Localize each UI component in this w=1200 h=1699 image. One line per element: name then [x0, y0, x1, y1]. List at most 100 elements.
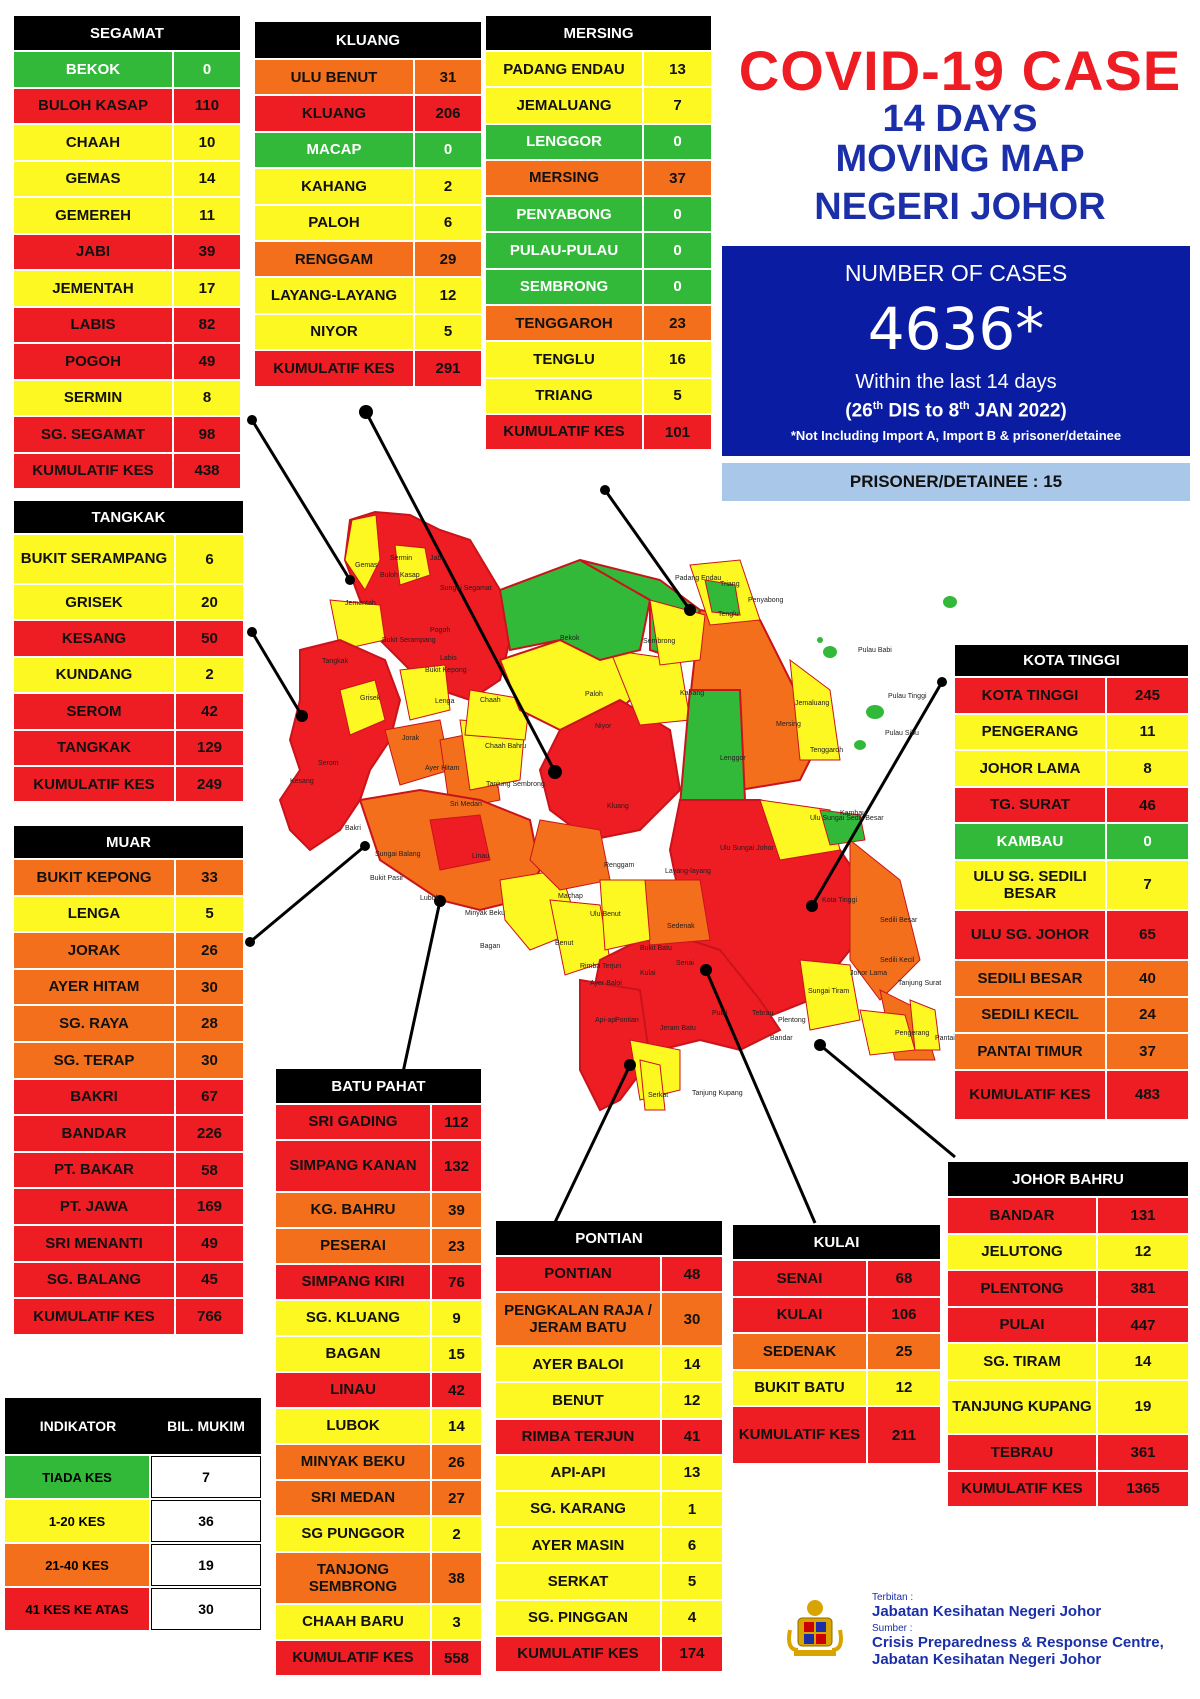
mukim-cases: 41 — [683, 1428, 701, 1446]
table-mersing: MERSING PADANG ENDAU 13 JEMALUANG 7 LENGGOR 0 M… — [486, 16, 711, 450]
map-regions — [278, 510, 941, 1112]
mukim-cases: 65 — [1139, 926, 1156, 944]
period-sup2: th — [959, 400, 970, 412]
legend-col1: INDIKATOR — [39, 1418, 117, 1434]
mukim-cases: 0 — [673, 242, 682, 260]
mukim-name: TANJUNG KUPANG — [948, 1380, 1098, 1433]
mukim-cases: 76 — [448, 1273, 465, 1291]
table-row: BANDAR 131 — [948, 1196, 1188, 1233]
mukim-cases: 101 — [664, 423, 691, 441]
table-row: SEMBRONG 0 — [486, 267, 711, 305]
mukim-cases: 28 — [201, 1015, 218, 1033]
mukim-cases: 1 — [687, 1500, 697, 1518]
table-row: TANJONG SEMBRONG 38 — [276, 1551, 481, 1603]
mukim-cases: 132 — [443, 1157, 470, 1175]
table-row: SG. TIRAM 14 — [948, 1342, 1188, 1379]
mukim-cases: 27 — [448, 1489, 465, 1507]
table-row: PALOH 6 — [255, 203, 481, 240]
mukim-name: KUMULATIF KES — [496, 1636, 662, 1671]
mukim-cases: 14 — [1134, 1353, 1152, 1371]
map-place-label: Chaah — [480, 697, 501, 704]
district-header: KLUANG — [255, 22, 481, 58]
mukim-name: SRI GADING — [276, 1105, 432, 1139]
mukim-name: JOHOR LAMA — [955, 751, 1107, 786]
map-place-label: Buloh Kasap — [380, 572, 420, 579]
table-row: SG. RAYA 28 — [14, 1004, 243, 1041]
subtitle-moving-map: MOVING MAP — [835, 138, 1085, 180]
mukim-name: SRI MEDAN — [276, 1481, 432, 1515]
mukim-name: TRIANG — [486, 378, 644, 413]
table-row: JABI 39 — [14, 232, 240, 269]
footer-sumber-label: Sumber : — [872, 1623, 913, 1634]
mukim-name: SG PUNGGOR — [276, 1517, 432, 1551]
mukim-cases: 7 — [673, 96, 682, 114]
table-row: KUMULATIF KES 291 — [255, 349, 481, 386]
mukim-cases: 112 — [444, 1113, 469, 1131]
mukim-cases: 5 — [443, 323, 453, 341]
mukim-name: SG. RAYA — [14, 1006, 176, 1041]
table-row: PENGERANG 11 — [955, 712, 1188, 750]
map-place-label: Bukit Serampang — [382, 637, 436, 644]
mukim-cases: 39 — [198, 243, 216, 261]
map-place-label: Tanjung Surat — [898, 980, 941, 987]
mukim-name: PONTIAN — [496, 1257, 662, 1292]
map-place-label: Mersing — [776, 721, 801, 728]
map-place-label: Api-api — [595, 1017, 617, 1024]
legend-row: 1-20 KES 36 — [5, 1498, 261, 1542]
map-place-label: Pengerang — [895, 1030, 929, 1037]
map-place-label: Sedili Kecil — [880, 957, 915, 964]
mukim-name: KAMBAU — [955, 824, 1107, 859]
mukim-name: PENGERANG — [955, 714, 1107, 750]
map-place-label: Bakri — [345, 825, 361, 832]
table-row: KAHANG 2 — [255, 167, 481, 204]
table-row: KESANG 50 — [14, 619, 243, 656]
table-row: MINYAK BEKU 26 — [276, 1443, 481, 1479]
table-row: LENGA 5 — [14, 894, 243, 932]
mukim-cases: 0 — [443, 141, 453, 159]
mukim-name: LENGA — [14, 896, 176, 932]
mukim-name: TG. SURAT — [955, 787, 1107, 823]
mukim-cases: 42 — [448, 1381, 465, 1399]
table-row: BUKIT KEPONG 33 — [14, 858, 243, 895]
mukim-cases: 38 — [448, 1569, 465, 1587]
map-region — [429, 814, 491, 871]
table-row: SG PUNGGOR 2 — [276, 1515, 481, 1551]
mukim-name: BUKIT KEPONG — [14, 860, 176, 895]
mukim-name: PLENTONG — [948, 1271, 1098, 1306]
map-place-label: Jemaluang — [795, 700, 829, 707]
footer-terbitan-label: Terbitan : — [872, 1592, 914, 1603]
footer-sumber2: Jabatan Kesihatan Negeri Johor — [872, 1651, 1102, 1668]
district-header: MUAR — [14, 826, 243, 858]
table-row: ULU BENUT 31 — [255, 58, 481, 95]
mukim-cases: 25 — [895, 1342, 913, 1360]
mukim-name: SIMPANG KANAN — [276, 1141, 432, 1191]
mukim-name: KUMULATIF KES — [14, 453, 174, 488]
map-region — [399, 664, 451, 721]
map-place-label: Serom — [318, 760, 339, 767]
mukim-cases: 13 — [669, 60, 686, 78]
mukim-name: JEMALUANG — [486, 88, 644, 123]
map-place-label: Rimba Terjun — [580, 963, 621, 970]
map-place-label: Pulai — [712, 1010, 728, 1017]
map-region — [344, 514, 381, 591]
table-row: SIMPANG KIRI 76 — [276, 1263, 481, 1299]
map-place-label: Sungai Balang — [375, 851, 421, 858]
table-row: JEMALUANG 7 — [486, 86, 711, 123]
mukim-name: KUMULATIF KES — [14, 766, 176, 802]
mukim-name: LAYANG-LAYANG — [255, 278, 415, 313]
mukim-cases: 0 — [673, 278, 682, 296]
table-row: MERSING 37 — [486, 158, 711, 196]
table-kulai: KULAI SENAI 68 KULAI 106 SEDENAK 25 BUKIT BATU 1… — [733, 1225, 940, 1463]
mukim-name: AYER BALOI — [496, 1347, 662, 1382]
map-place-label: Tebrau — [752, 1010, 774, 1017]
mukim-cases: 206 — [435, 105, 461, 123]
table-row: GRISEK 20 — [14, 583, 243, 620]
table-row: RENGGAM 29 — [255, 239, 481, 277]
table-row: KUMULATIF KES 211 — [733, 1405, 940, 1463]
mukim-cases: 131 — [1130, 1206, 1156, 1224]
mukim-cases: 24 — [1139, 1006, 1156, 1024]
summary-within: Within the last 14 days — [855, 371, 1057, 393]
mukim-name: BANDAR — [948, 1198, 1098, 1233]
mukim-cases: 33 — [201, 868, 218, 886]
table-row: KLUANG 206 — [255, 94, 481, 131]
